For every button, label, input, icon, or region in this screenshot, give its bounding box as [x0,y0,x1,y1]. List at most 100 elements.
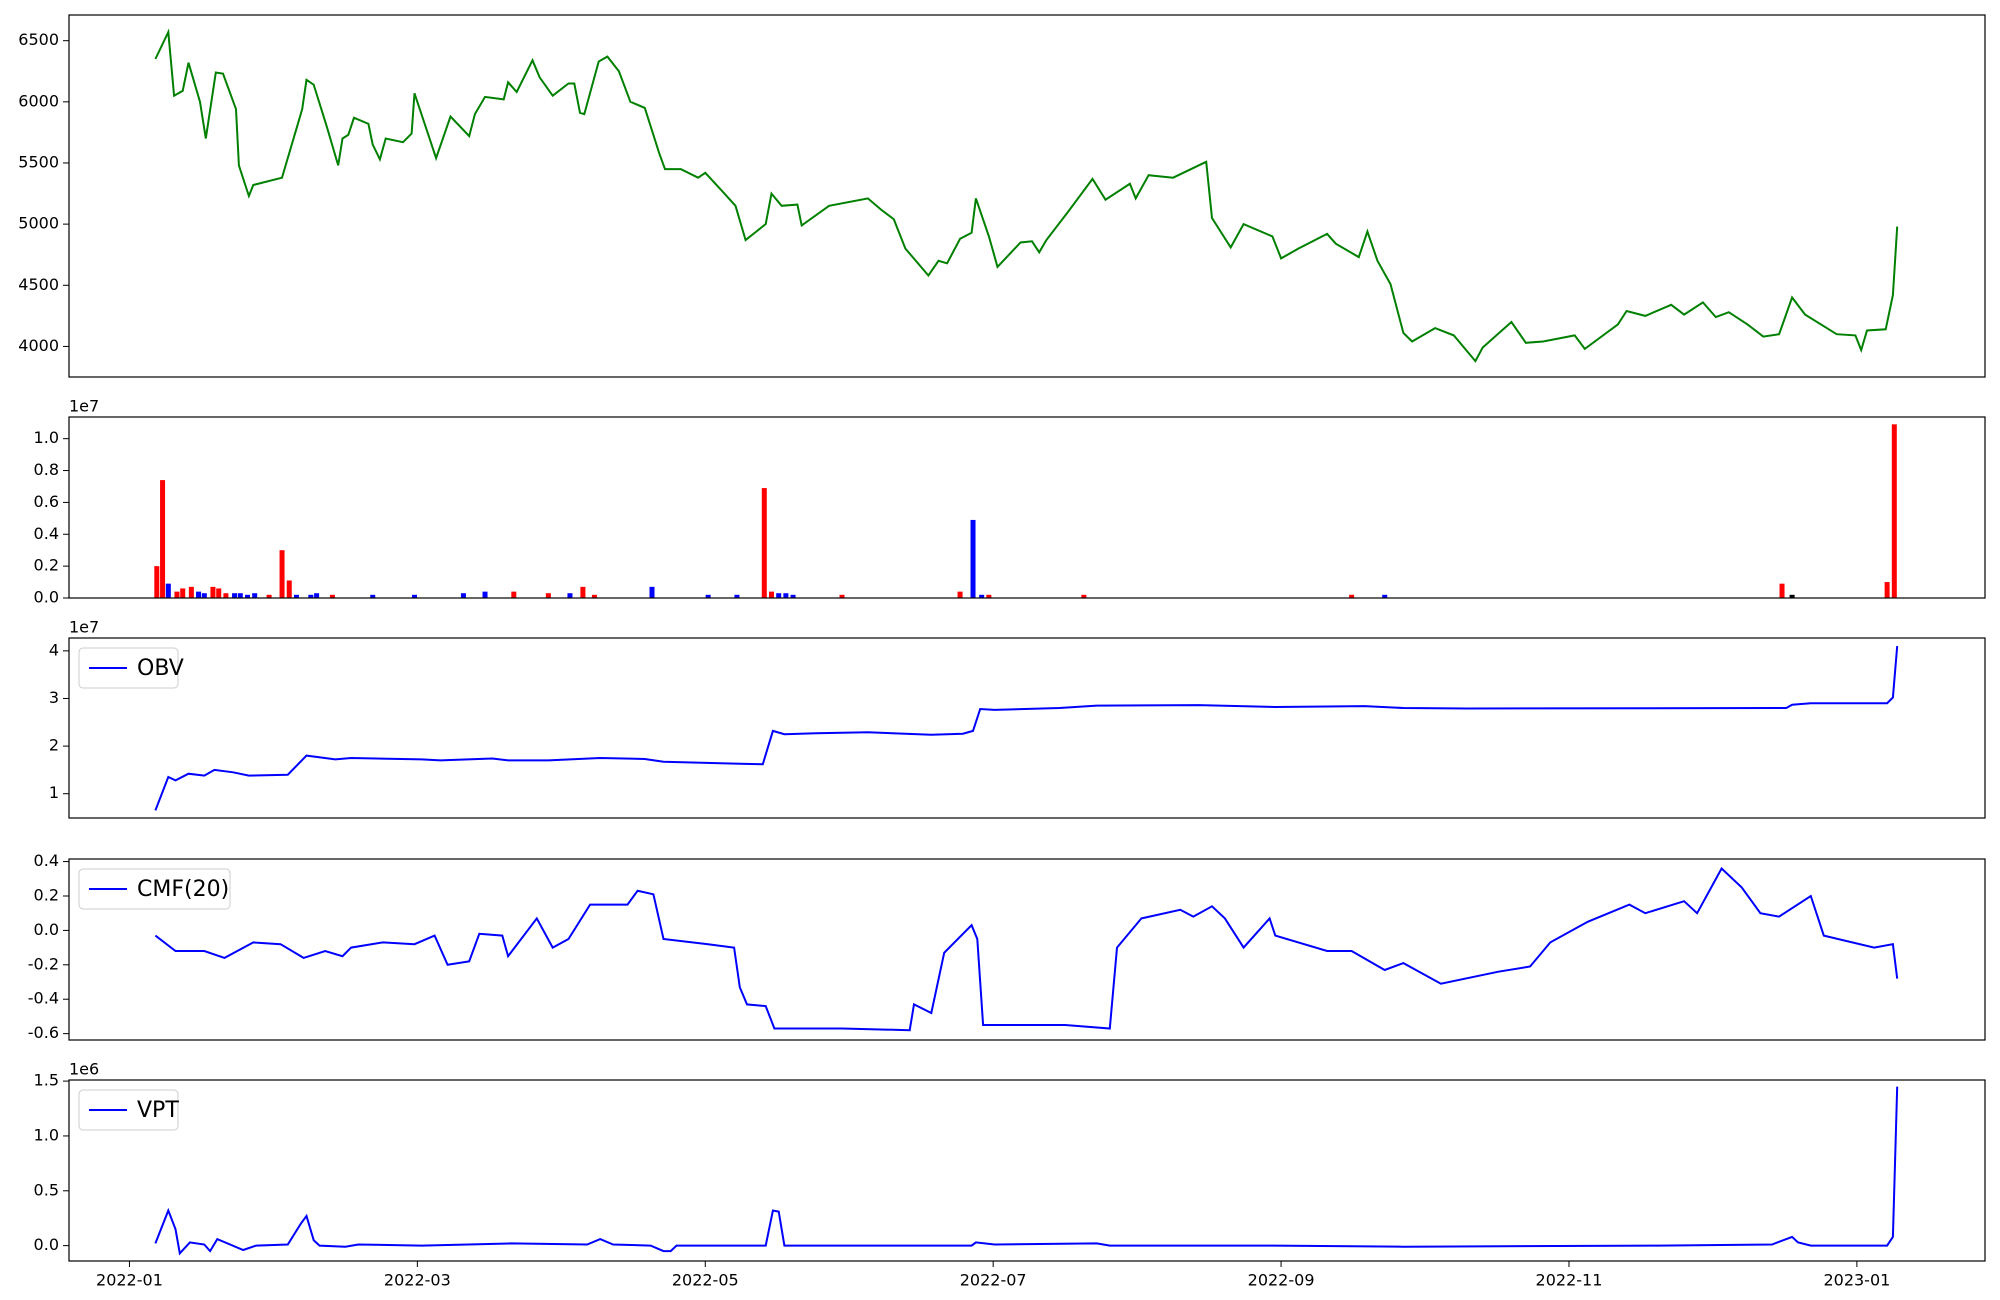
bar [957,591,963,598]
y-tick-label: 0.4 [34,851,59,870]
line [154,1086,1899,1256]
bar [293,594,299,598]
y-tick-label: 4000 [18,336,59,355]
bar [188,586,194,598]
bar [210,586,216,598]
plot-area [154,424,1897,598]
plot-frame [68,14,1986,378]
bar [180,588,186,598]
y-tick-label: -0.2 [28,954,59,973]
bar [1382,594,1388,598]
bar [986,594,992,598]
y-tick-label: 0.0 [34,920,59,939]
bar [511,591,517,598]
bar [196,591,202,598]
bar [1789,594,1795,598]
y-tick-label: 1.0 [34,428,59,447]
plot-frame [68,416,1986,599]
y-tick-label: 0.6 [34,492,59,511]
legend-box [78,1089,179,1131]
axis-offset: 1e6 [69,1060,99,1079]
legend-label: CMF(20) [137,877,229,902]
axis-offset: 1e7 [69,618,99,637]
y-tick-label: 5500 [18,152,59,171]
bar [201,593,207,598]
bar [1884,582,1890,598]
line [154,866,1899,1032]
y-tick-label: 0.4 [34,524,59,543]
y-tick-label: 4500 [18,275,59,294]
y-tick-label: -0.6 [28,1023,59,1042]
bar [591,594,597,598]
y-tick-label: 1.0 [34,1125,59,1144]
plot-frame [68,858,1986,1041]
y-tick-label: 1.5 [34,1071,59,1090]
bar [768,591,774,598]
y-tick-label: 0.8 [34,460,59,479]
bar [970,519,976,598]
y-tick-label: 5000 [18,214,59,233]
bar [223,593,229,598]
legend-box [78,868,231,910]
bar [580,586,586,598]
bar [734,594,740,598]
x-tick-label: 2022-11 [1536,1271,1603,1290]
plot-area [154,866,1899,1032]
y-tick-label: 3 [49,688,59,707]
bar [1779,583,1785,598]
y-tick-label: 0.2 [34,556,59,575]
bar [790,594,796,598]
bar [839,594,845,598]
plot-area [154,1086,1899,1256]
bar [1891,424,1897,598]
plot-frame [68,637,1986,819]
bar [460,593,466,598]
bar [705,594,711,598]
legend-label: VPT [137,1098,179,1123]
x-tick-label: 2022-03 [384,1271,451,1290]
panel: 1 2 3 4 1e7 OBV [49,618,1986,819]
bar [329,594,335,598]
bar [165,583,171,598]
plot-area [154,646,1899,811]
bar [308,594,314,598]
bar [216,588,222,598]
bar [482,591,488,598]
bar [232,593,238,598]
bar [1081,594,1087,598]
y-tick-label: 6000 [18,91,59,110]
legend-box [78,647,179,689]
bar [370,594,376,598]
bar [160,480,166,598]
bar [649,586,655,598]
x-tick-label: 2022-07 [960,1271,1027,1290]
plot-area [154,28,1899,363]
bar [783,593,789,598]
panel: -0.6 -0.4 -0.2 0.0 0.2 0.4 CMF(20) [28,851,1986,1042]
y-tick-label: 0.5 [34,1180,59,1199]
legend-label: OBV [137,656,184,681]
bar [761,488,767,598]
bar [174,591,180,598]
bar [411,594,417,598]
bar [979,594,985,598]
bar [567,593,573,598]
y-tick-label: 0.0 [34,588,59,607]
y-tick-label: 0.0 [34,1235,59,1254]
plot-frame [68,1079,1986,1262]
x-tick-label: 2022-01 [96,1271,163,1290]
line [154,646,1899,811]
bar [286,580,292,598]
bar [237,593,243,598]
x-tick-label: 2022-05 [672,1271,739,1290]
y-tick-label: 4 [49,640,59,659]
y-tick-label: 1 [49,783,59,802]
bar [154,566,160,598]
line [154,28,1899,363]
x-tick-label: 2023-01 [1823,1271,1890,1290]
panel: 4000 4500 5000 5500 6000 6500 [18,14,1986,378]
bar [279,550,285,598]
y-tick-label: 6500 [18,30,59,49]
bar [776,593,782,598]
